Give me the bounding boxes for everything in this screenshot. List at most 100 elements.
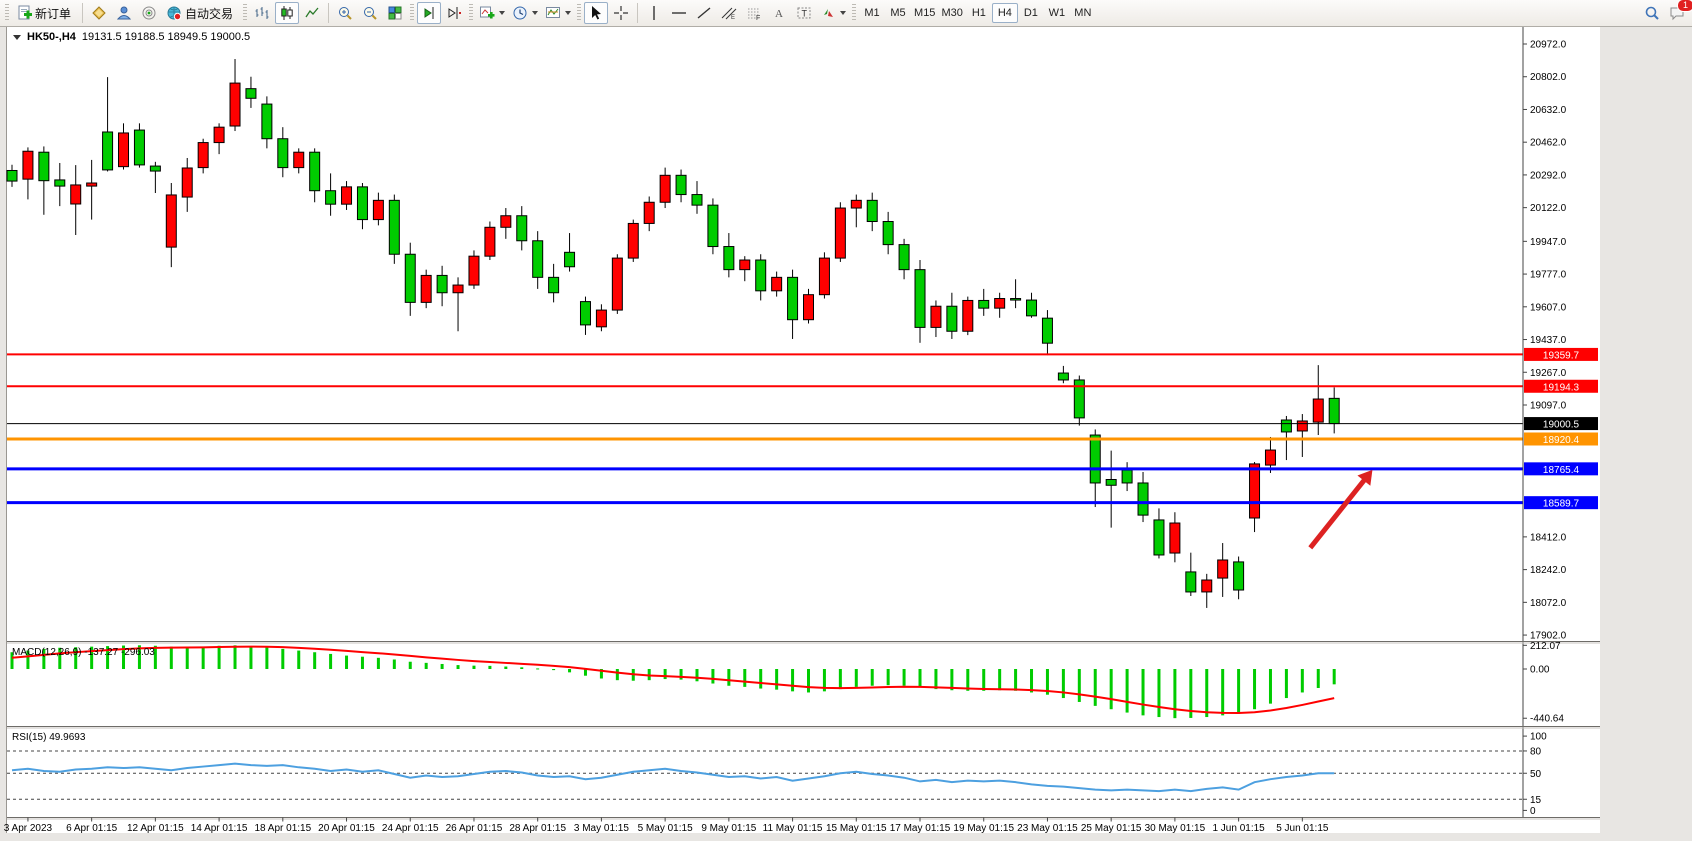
rsi-line bbox=[11, 762, 1335, 793]
timeframe-MN[interactable]: MN bbox=[1074, 7, 1092, 19]
crosshair-tool-button[interactable] bbox=[609, 2, 633, 24]
timeframe-M5[interactable]: M5 bbox=[890, 7, 906, 19]
macd-histogram-bar bbox=[472, 665, 476, 669]
bar-chart-icon bbox=[255, 7, 269, 19]
macd-histogram-bar bbox=[42, 648, 46, 669]
price-axis[interactable]: 20972.0 20802.0 20632.0 20462.0 20292.0 20122… bbox=[1522, 27, 1567, 818]
price-tick-label: 18072.0 bbox=[1530, 598, 1567, 609]
tile-windows-button[interactable] bbox=[383, 2, 407, 24]
template-button[interactable] bbox=[542, 2, 574, 24]
candle-body bbox=[1249, 463, 1261, 519]
macd-histogram-bar bbox=[982, 669, 986, 691]
add-indicator-button[interactable] bbox=[476, 2, 508, 24]
trendline-tool-button[interactable] bbox=[692, 2, 716, 24]
chart-title-collapse-icon[interactable] bbox=[13, 34, 21, 40]
template-dropdown-icon[interactable] bbox=[565, 11, 572, 15]
rsi-axis-label: 15 bbox=[1530, 795, 1542, 806]
candle-body bbox=[803, 294, 814, 321]
vertical-line-tool-button[interactable] bbox=[642, 2, 666, 24]
fibonacci-tool-button[interactable]: F bbox=[742, 2, 766, 24]
horizontal-line-icon bbox=[672, 12, 687, 14]
macd-histogram-bar bbox=[934, 669, 938, 690]
rsi-axis-label: 100 bbox=[1530, 732, 1547, 743]
candle-body bbox=[484, 226, 496, 257]
channel-tool-button[interactable]: E bbox=[717, 2, 741, 24]
candle-body bbox=[86, 182, 98, 187]
candle-body bbox=[691, 194, 703, 206]
arrows-tool-button[interactable] bbox=[817, 2, 849, 24]
macd-histogram-bar bbox=[711, 669, 715, 684]
candle-body bbox=[468, 255, 480, 286]
time-tick-label: 3 Apr 2023 bbox=[4, 823, 53, 834]
candle-body bbox=[388, 199, 400, 255]
auto-scroll-button[interactable] bbox=[417, 2, 442, 24]
community-button[interactable] bbox=[112, 2, 136, 24]
candle-body bbox=[1185, 571, 1197, 593]
macd-histogram-bar bbox=[169, 646, 173, 669]
candlestick-chart-type-button[interactable] bbox=[275, 2, 300, 24]
hline-price-label: 19194.3 bbox=[1543, 382, 1580, 393]
zoom-in-button[interactable] bbox=[333, 2, 357, 24]
chart-canvas[interactable]: 19359.7 19194.3 19000.5 18920.4 18765.4 18589… bbox=[0, 27, 1692, 841]
time-axis[interactable]: 3 Apr 2023 6 Apr 01:15 12 Apr 01:15 14 Apr … bbox=[4, 817, 1329, 835]
timeframe-H4[interactable]: H4 bbox=[991, 3, 1018, 23]
zoom-out-button[interactable] bbox=[358, 2, 382, 24]
bar-chart-type-button[interactable] bbox=[250, 2, 274, 24]
price-tick-label: 20292.0 bbox=[1530, 170, 1567, 181]
trend-arrow-annotation[interactable] bbox=[1308, 469, 1373, 550]
macd-histogram-bar bbox=[392, 659, 396, 669]
search-button[interactable] bbox=[1640, 2, 1664, 24]
candle-body bbox=[787, 276, 799, 321]
horizontal-line-tool-button[interactable] bbox=[667, 2, 691, 24]
cursor-tool-button[interactable] bbox=[584, 2, 609, 24]
community-person-icon bbox=[116, 6, 132, 20]
signals-button[interactable] bbox=[137, 2, 161, 24]
label-tool-button[interactable]: T bbox=[792, 2, 816, 24]
auto-trading-button[interactable]: 自动交易 bbox=[162, 2, 240, 24]
arrows-dropdown-icon[interactable] bbox=[840, 11, 847, 15]
macd-histogram-bar bbox=[854, 669, 858, 687]
time-tick-label: 23 May 01:15 bbox=[1017, 823, 1078, 834]
candle-body bbox=[516, 215, 528, 242]
timeframe-M15[interactable]: M15 bbox=[914, 7, 936, 19]
period-button[interactable] bbox=[509, 2, 541, 24]
trendline-icon bbox=[697, 7, 711, 19]
timeframe-M1[interactable]: M1 bbox=[864, 7, 880, 19]
clock-icon bbox=[513, 6, 527, 20]
hline-price-badge bbox=[1524, 417, 1598, 431]
fibonacci-icon: F bbox=[748, 8, 760, 21]
timeframe-H1[interactable]: H1 bbox=[971, 7, 986, 19]
macd-histogram-bar bbox=[313, 652, 317, 669]
search-icon bbox=[1645, 6, 1659, 20]
candle-body bbox=[38, 151, 50, 182]
period-dropdown-icon[interactable] bbox=[532, 11, 539, 15]
time-tick-label: 28 Apr 01:15 bbox=[509, 823, 566, 834]
macd-axis-label: 212.07 bbox=[1530, 641, 1561, 652]
profiles-button[interactable] bbox=[87, 2, 111, 24]
chart-shift-button[interactable] bbox=[442, 2, 466, 24]
horizontal-line-objects[interactable]: 19359.7 19194.3 19000.5 18920.4 18765.4 18589… bbox=[7, 347, 1598, 510]
add-indicator-dropdown-icon[interactable] bbox=[499, 11, 506, 15]
text-icon: A bbox=[775, 8, 783, 20]
macd-histogram-bar bbox=[568, 669, 572, 673]
macd-histogram-bar bbox=[297, 650, 301, 669]
arrow-shaft[interactable] bbox=[1308, 476, 1369, 550]
macd-histogram-bar bbox=[727, 669, 731, 686]
timeframe-M30[interactable]: M30 bbox=[941, 7, 963, 19]
timeframe-D1[interactable]: D1 bbox=[1023, 7, 1038, 19]
macd-histogram-bar bbox=[217, 645, 221, 669]
macd-histogram-bar bbox=[90, 646, 94, 669]
toolbar-grip[interactable] bbox=[5, 4, 9, 22]
time-tick-label: 26 Apr 01:15 bbox=[446, 823, 503, 834]
pane-separators[interactable] bbox=[7, 641, 1600, 820]
line-chart-type-button[interactable] bbox=[300, 2, 324, 24]
macd-histogram-bar bbox=[1300, 669, 1304, 693]
text-tool-button[interactable]: A bbox=[767, 2, 791, 24]
macd-histogram-bar bbox=[775, 669, 779, 690]
notifications-button[interactable]: 1 bbox=[1665, 0, 1692, 24]
timeframe-W1[interactable]: W1 bbox=[1048, 7, 1066, 19]
candle-body bbox=[420, 274, 432, 303]
chart-window: 19359.7 19194.3 19000.5 18920.4 18765.4 18589… bbox=[0, 27, 1692, 841]
new-order-button[interactable]: 新订单 bbox=[12, 2, 78, 24]
hline-price-label: 18589.7 bbox=[1543, 499, 1580, 510]
